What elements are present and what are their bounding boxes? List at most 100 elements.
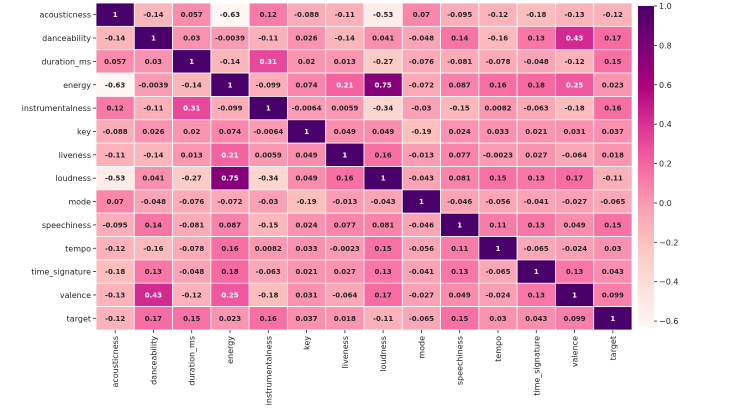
cell-value-label: 0.031 <box>295 291 317 299</box>
cell-value-label: 0.25 <box>221 291 238 299</box>
cell-value-label: -0.11 <box>373 315 393 323</box>
row-tick-label: instrumentalness <box>22 104 91 113</box>
cell-value-label: 0.087 <box>219 221 241 229</box>
cell-value-label: 0.16 <box>489 81 506 89</box>
cell-value-label: 0.027 <box>334 268 356 276</box>
cell-value-label: 0.033 <box>295 245 317 253</box>
cell-value-label: -0.12 <box>488 11 508 19</box>
cell-value-label: -0.14 <box>143 151 163 159</box>
cell-value-label: 0.074 <box>295 81 317 89</box>
cell-value-label: 0.21 <box>336 81 353 89</box>
cell-value-label: 0.02 <box>183 128 200 136</box>
cell-value-label: 0.021 <box>295 268 317 276</box>
cell-value-label: 0.17 <box>566 175 583 183</box>
column-tick-label: tempo <box>494 336 503 362</box>
row-tick-label: danceability <box>42 34 91 43</box>
cell-value-label: -0.081 <box>447 58 472 66</box>
cell-value-label: -0.078 <box>485 58 510 66</box>
cell-value-label: 0.12 <box>260 11 277 19</box>
cell-value-label: -0.0064 <box>253 128 283 136</box>
row-tick-label: speechiness <box>42 221 91 230</box>
colorbar-tick-label: −0.4 <box>659 278 678 287</box>
cell-value-label: 0.03 <box>183 35 200 43</box>
cell-value-label: -0.12 <box>182 291 202 299</box>
cell-value-label: -0.043 <box>409 175 434 183</box>
colorbar-tick-label: 0.4 <box>659 120 672 129</box>
cell-value-label: 0.043 <box>602 268 624 276</box>
cell-value-label: 0.17 <box>145 315 162 323</box>
cell-value-label: -0.0039 <box>215 35 245 43</box>
cell-value-label: 0.13 <box>375 268 392 276</box>
cell-value-label: -0.15 <box>450 105 470 113</box>
cell-value-label: 0.026 <box>142 128 164 136</box>
cell-value-label: 0.15 <box>375 245 392 253</box>
cell-value-label: 0.13 <box>528 221 545 229</box>
cell-value-label: -0.0039 <box>138 81 168 89</box>
cell-value-label: -0.15 <box>258 221 278 229</box>
row-labels: acousticness danceability duration_msenerg… <box>22 11 96 323</box>
cell-value-label: 0.024 <box>295 221 317 229</box>
cell-value-label: -0.03 <box>258 198 278 206</box>
row-tick-label: time_signature <box>31 268 91 277</box>
cell-value-label: 0.17 <box>604 35 621 43</box>
cell-value-label: 1 <box>304 128 309 136</box>
column-tick-label: speechiness <box>456 336 465 385</box>
cell-value-label: 0.07 <box>413 11 430 19</box>
cell-value-label: -0.16 <box>488 35 508 43</box>
cell-value-label: 0.43 <box>566 35 583 43</box>
cell-value-label: 0.049 <box>295 175 317 183</box>
cell-value-label: -0.095 <box>103 221 128 229</box>
cell-value-label: 1 <box>342 151 347 159</box>
cell-value-label: -0.27 <box>182 175 202 183</box>
cell-value-label: -0.072 <box>217 198 242 206</box>
cell-value-label: 0.031 <box>563 128 585 136</box>
colorbar: 1.0 0.8 0.6 0.4 0.2 0.0 −0.2 −0.4 −0.6 <box>638 2 678 327</box>
cell-value-label: 0.049 <box>372 128 394 136</box>
cell-value-label: -0.63 <box>220 11 240 19</box>
cell-value-label: 0.12 <box>107 105 124 113</box>
colorbar-gradient <box>638 6 654 327</box>
row-tick-label: loudness <box>55 174 91 183</box>
cell-value-label: -0.064 <box>332 291 357 299</box>
cell-value-label: 0.049 <box>563 221 585 229</box>
cell-value-label: -0.081 <box>179 221 204 229</box>
cell-value-label: -0.13 <box>564 11 584 19</box>
cell-value-label: -0.048 <box>409 35 434 43</box>
cell-value-label: -0.11 <box>143 105 163 113</box>
cell-value-label: 0.074 <box>219 128 241 136</box>
cell-value-label: -0.18 <box>105 268 125 276</box>
cell-value-label: -0.013 <box>409 151 434 159</box>
cell-value-label: 0.15 <box>604 58 621 66</box>
cell-value-label: -0.63 <box>105 81 125 89</box>
column-labels: acousticness danceability duration_ms energ… <box>111 330 618 405</box>
cell-value-label: -0.53 <box>105 175 125 183</box>
column-tick-label: danceability <box>149 336 158 385</box>
cell-value-label: -0.065 <box>600 198 625 206</box>
cell-value-label: 0.013 <box>334 58 356 66</box>
cell-value-label: 0.02 <box>298 58 315 66</box>
cell-value-label: -0.043 <box>371 198 396 206</box>
cell-value-label: 0.049 <box>295 151 317 159</box>
cell-value-label: -0.041 <box>409 268 434 276</box>
cell-value-label: -0.11 <box>335 11 355 19</box>
cell-value-label: 0.07 <box>107 198 124 206</box>
cell-value-label: 1 <box>189 58 194 66</box>
cell-value-label: -0.078 <box>179 245 204 253</box>
cell-value-label: 0.099 <box>563 315 585 323</box>
cell-value-label: -0.076 <box>409 58 434 66</box>
cell-value-label: 0.13 <box>566 268 583 276</box>
colorbar-tick-label: 1.0 <box>659 2 672 11</box>
cell-value-label: -0.11 <box>603 175 623 183</box>
column-tick-label: energy <box>226 336 235 364</box>
cell-value-label: 0.15 <box>489 175 506 183</box>
cell-value-label: 0.15 <box>451 315 468 323</box>
row-tick-label: liveness <box>59 151 91 160</box>
column-tick-label: liveness <box>341 336 350 368</box>
cell-value-label: 0.023 <box>219 315 241 323</box>
cell-value-label: -0.046 <box>409 221 434 229</box>
cell-value-label: -0.064 <box>562 151 587 159</box>
cell-value-label: -0.18 <box>258 291 278 299</box>
cell-value-label: 0.14 <box>451 35 468 43</box>
cell-value-label: 0.024 <box>449 128 471 136</box>
